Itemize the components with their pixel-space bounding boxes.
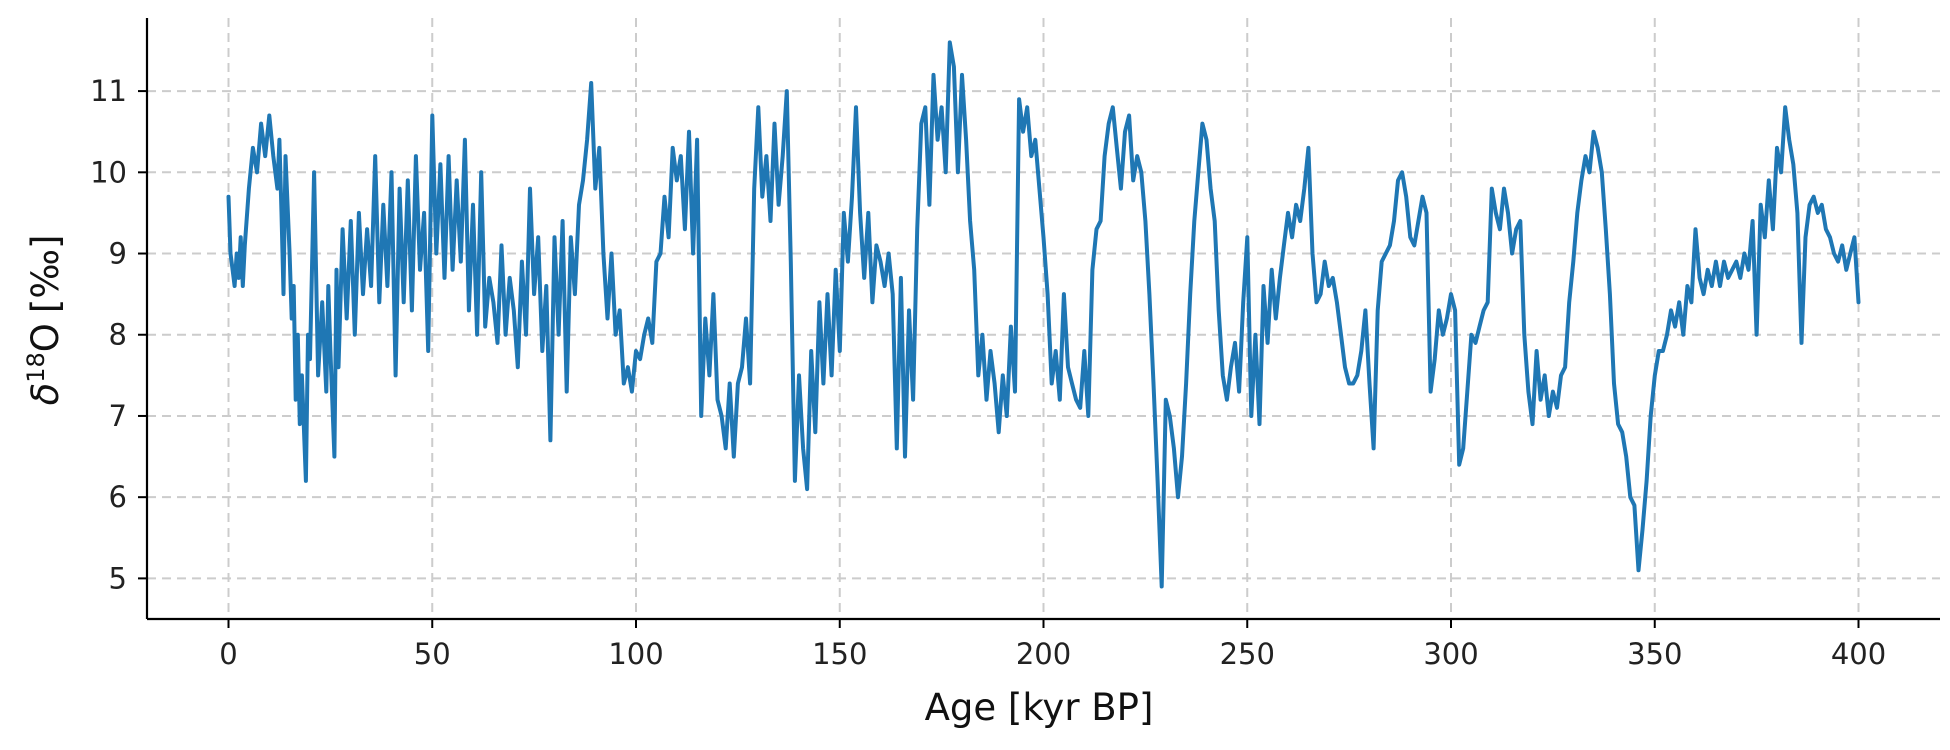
y-tick-label: 10 <box>90 155 127 189</box>
y-tick-label: 11 <box>90 74 127 108</box>
y-axis-ticks: 5 6 7 8 9 10 11 <box>90 74 147 595</box>
y-tick-label: 8 <box>109 318 127 352</box>
x-tick-label: 50 <box>414 637 451 671</box>
x-tick-label: 150 <box>812 637 867 671</box>
y-axis-label: δ18O [‰] <box>22 235 67 406</box>
x-tick-label: 300 <box>1423 637 1478 671</box>
x-tick-label: 350 <box>1627 637 1682 671</box>
y-tick-label: 5 <box>109 561 127 595</box>
x-tick-label: 400 <box>1831 637 1886 671</box>
x-tick-label: 250 <box>1220 637 1275 671</box>
y-axis-label-unit: [‰] <box>24 235 67 314</box>
series-line-1 <box>226 40 1861 589</box>
x-tick-label: 100 <box>608 637 663 671</box>
y-axis-label-symbol: δ <box>24 383 67 406</box>
y-tick-label: 9 <box>109 237 127 271</box>
x-tick-label: 200 <box>1016 637 1071 671</box>
x-axis-ticks: 0 50 100 150 200 250 300 350 400 <box>219 619 1886 671</box>
y-tick-label: 7 <box>109 399 127 433</box>
y-axis-label-superscript: 18 <box>22 352 50 383</box>
x-tick-label: 0 <box>219 637 237 671</box>
series-group <box>226 40 1861 589</box>
y-axis-label-element: O <box>24 323 67 352</box>
y-tick-label: 6 <box>109 480 127 514</box>
x-axis-label: Age [kyr BP] <box>925 686 1154 729</box>
